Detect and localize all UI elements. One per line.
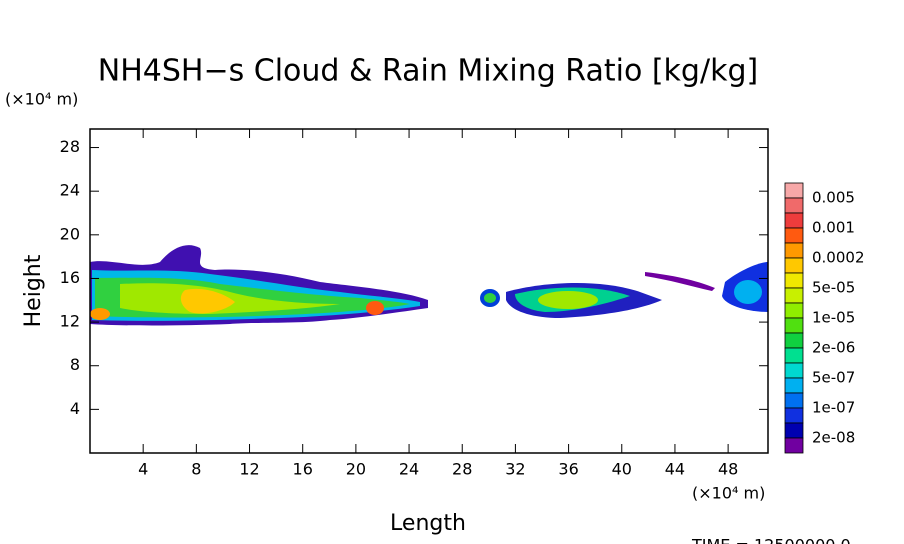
x-tick-label: 16 xyxy=(293,460,313,479)
colorbar-label: 0.005 xyxy=(812,189,855,207)
colorbar-box xyxy=(784,392,804,409)
y-tick-label: 8 xyxy=(70,355,80,374)
colorbar-label: 0.001 xyxy=(812,219,855,237)
x-tick-label: 44 xyxy=(665,460,685,479)
colorbar-label: 2e-06 xyxy=(812,339,855,357)
colorbar-label: 5e-07 xyxy=(812,369,855,387)
colorbar-label: 5e-05 xyxy=(812,279,855,297)
y-axis-label: Height xyxy=(21,254,46,327)
colorbar-box xyxy=(784,257,804,274)
x-tick-label: 32 xyxy=(505,460,525,479)
x-axis-label: Length xyxy=(390,511,466,536)
colorbar-box xyxy=(784,212,804,229)
y-tick-label: 12 xyxy=(60,312,80,331)
y-unit: (×10⁴ m) xyxy=(5,90,78,109)
x-tick-label: 24 xyxy=(399,460,419,479)
colorbar-box xyxy=(784,197,804,214)
x-tick-label: 8 xyxy=(191,460,201,479)
x-tick-label: 20 xyxy=(346,460,366,479)
y-tick-label: 4 xyxy=(70,399,80,418)
colorbar-box xyxy=(784,377,804,394)
y-tick-label: 28 xyxy=(60,137,80,156)
y-tick-label: 20 xyxy=(60,224,80,243)
footer: TIME = 12500000.0 xyxy=(691,536,851,544)
colorbar-label: 1e-05 xyxy=(812,309,855,327)
colorbar-box xyxy=(784,302,804,319)
chart-title: NH4SH−s Cloud & Rain Mixing Ratio [kg/kg… xyxy=(98,54,758,89)
colorbar-label: 1e-07 xyxy=(812,399,855,417)
x-tick-label: 4 xyxy=(138,460,148,479)
colorbar-box xyxy=(784,317,804,334)
colorbar-box xyxy=(784,437,804,454)
colorbar-label: 0.0002 xyxy=(812,249,865,267)
colorbar-box xyxy=(784,272,804,289)
colorbar-box xyxy=(784,287,804,304)
x-unit: (×10⁴ m) xyxy=(692,484,765,503)
y-tick-label: 16 xyxy=(60,268,80,287)
x-tick-label: 36 xyxy=(558,460,578,479)
colorbar-box xyxy=(784,227,804,244)
colorbar-box xyxy=(784,347,804,364)
colorbar-box xyxy=(784,422,804,439)
plot-frame xyxy=(89,128,769,454)
colorbar-label: 2e-08 xyxy=(812,429,855,447)
x-tick-label: 40 xyxy=(612,460,632,479)
cloud-field xyxy=(90,245,768,326)
x-tick-label: 48 xyxy=(718,460,738,479)
colorbar-box xyxy=(784,242,804,259)
y-tick-label: 24 xyxy=(60,181,80,200)
colorbar-box xyxy=(784,362,804,379)
x-tick-label: 12 xyxy=(239,460,259,479)
colorbar-box xyxy=(784,182,804,199)
colorbar-box xyxy=(784,332,804,349)
colorbar-box xyxy=(784,407,804,424)
x-tick-label: 28 xyxy=(452,460,472,479)
